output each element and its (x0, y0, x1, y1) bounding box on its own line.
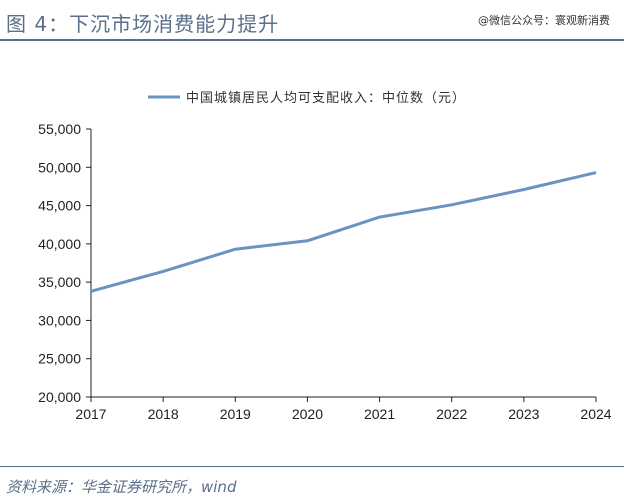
x-tick-label: 2020 (292, 406, 323, 422)
x-tick-label: 2023 (508, 406, 539, 422)
y-tick-label: 25,000 (38, 351, 81, 367)
chart-series (90, 171, 597, 293)
x-tick-label: 2024 (580, 406, 611, 422)
chart-legend: 中国城镇居民人均可支配收入：中位数（元） (148, 91, 466, 106)
figure-title: 图 4：下沉市场消费能力提升 (6, 12, 280, 36)
y-tick-label: 40,000 (38, 236, 81, 252)
x-tick-label: 2019 (220, 406, 251, 422)
x-tick-label: 2017 (75, 406, 106, 422)
y-tick-label: 50,000 (38, 159, 81, 175)
series-line (90, 171, 597, 293)
watermark: @微信公众号：寰观新消费 (478, 14, 610, 27)
legend-label: 中国城镇居民人均可支配收入：中位数（元） (186, 91, 466, 106)
source-note: 资料来源：华金证券研究所，wind (6, 478, 237, 496)
y-tick-label: 55,000 (38, 121, 81, 137)
x-tick-label: 2018 (148, 406, 179, 422)
y-tick-label: 20,000 (38, 389, 81, 405)
chart-axes: 20,000 25,000 30,000 35,000 40,000 45,000 50,0… (38, 121, 612, 422)
figure-header: 图 4：下沉市场消费能力提升 @微信公众号：寰观新消费 (0, 0, 624, 40)
x-tick-label: 2022 (436, 406, 467, 422)
y-tick-label: 30,000 (38, 312, 81, 328)
footer-divider (0, 466, 624, 467)
y-tick-label: 35,000 (38, 274, 81, 290)
y-tick-label: 45,000 (38, 198, 81, 214)
header-divider (0, 39, 624, 41)
line-chart: 中国城镇居民人均可支配收入：中位数（元） 20,000 25,000 30,000 3… (38, 91, 612, 422)
x-tick-label: 2021 (364, 406, 395, 422)
